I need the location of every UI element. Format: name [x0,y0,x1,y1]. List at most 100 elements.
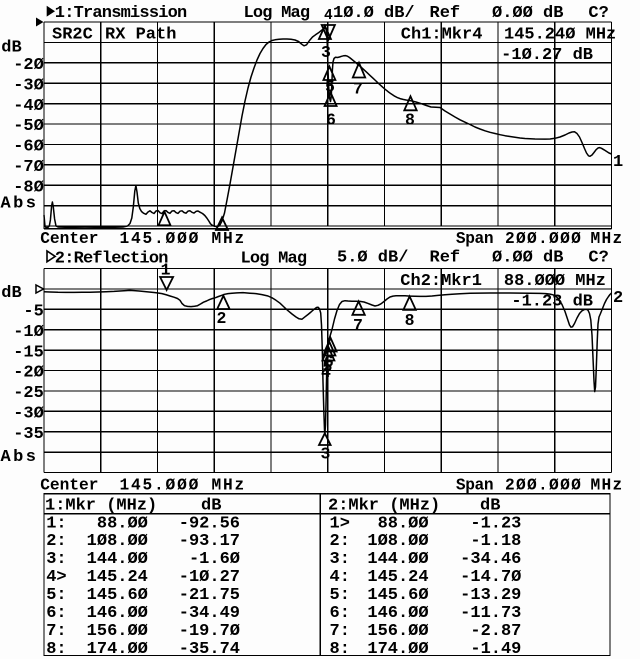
svg-text:-21.75: -21.75 [179,586,240,605]
svg-text:-4Ø: -4Ø [13,97,44,116]
svg-text:6:: 6: [330,604,350,623]
svg-text:8: 8 [405,311,415,330]
svg-text:-25: -25 [13,384,44,403]
svg-text:7: 7 [353,80,363,99]
svg-text:145.ØØØ: 145.ØØØ [120,477,201,495]
svg-text:8:: 8: [330,640,350,659]
svg-text:-8Ø: -8Ø [13,178,44,197]
svg-text:2: 2 [217,309,227,328]
svg-text:-5: -5 [23,303,43,322]
svg-text:-35: -35 [13,425,44,444]
svg-text:-1Ø.27: -1Ø.27 [179,568,240,587]
svg-text:-92.56: -92.56 [179,514,240,533]
svg-text:146.ØØ: 146.ØØ [87,604,148,623]
svg-text:5:: 5: [46,586,66,605]
svg-text:2:Mkr (MHz): 2:Mkr (MHz) [328,497,440,516]
svg-text:156.ØØ: 156.ØØ [87,622,148,641]
svg-text:5.Ø dB/: 5.Ø dB/ [337,248,408,267]
svg-text:Ch2:Mkr1: Ch2:Mkr1 [400,272,482,291]
svg-text:3:: 3: [330,550,350,569]
svg-text:2:: 2: [46,532,66,551]
svg-text:Center: Center [40,477,98,495]
svg-text:SR2C: SR2C [52,25,93,44]
svg-text:-13.29: -13.29 [460,586,521,605]
svg-text:dB: dB [1,39,21,58]
svg-text:Abs: Abs [1,448,39,467]
svg-text:7:: 7: [330,622,350,641]
svg-text:5: 5 [322,358,332,377]
svg-text:4>: 4> [46,568,66,587]
svg-text:4: 4 [321,363,331,382]
svg-text:1: 1 [613,153,623,172]
svg-text:-35.74: -35.74 [179,640,240,659]
svg-text:5: 5 [325,78,335,97]
svg-text:dB: dB [480,497,500,516]
svg-text:1: 1 [161,260,171,279]
svg-text:-14.7Ø: -14.7Ø [460,568,521,587]
svg-text:-2Ø: -2Ø [13,56,44,75]
svg-text:7: 7 [353,316,363,335]
svg-text:C?: C? [588,248,608,267]
svg-text:Log Mag: Log Mag [241,249,307,268]
svg-text:MHz: MHz [212,230,247,248]
svg-text:-3Ø: -3Ø [13,405,44,424]
svg-text:-6Ø: -6Ø [13,138,44,157]
svg-text:144.ØØ: 144.ØØ [367,550,428,569]
svg-text:-1.49: -1.49 [470,640,521,659]
svg-text:88.ØØ: 88.ØØ [97,514,148,533]
svg-text:1Ø8.ØØ: 1Ø8.ØØ [87,532,148,551]
svg-text:1Ø8.ØØ: 1Ø8.ØØ [367,532,428,551]
svg-text:Ø.ØØ dB: Ø.ØØ dB [492,4,563,23]
svg-text:Ch1:Mkr4: Ch1:Mkr4 [401,26,483,45]
svg-text:Span: Span [456,230,493,248]
svg-text:3:: 3: [46,550,66,569]
svg-text:-1Ø.27 dB: -1Ø.27 dB [501,46,593,65]
svg-text:-19.7Ø: -19.7Ø [179,622,240,641]
svg-text:Span: Span [456,477,493,495]
svg-text:145.6Ø: 145.6Ø [87,586,148,605]
svg-text:1:: 1: [46,514,66,533]
svg-text:-34.46: -34.46 [460,550,521,569]
svg-text:-2.87: -2.87 [470,622,521,641]
svg-text:-11.73: -11.73 [460,604,521,623]
svg-text:6: 6 [326,111,336,130]
svg-text:8: 8 [405,110,415,129]
svg-text:Ref: Ref [430,4,461,23]
svg-text:-7Ø: -7Ø [13,158,44,177]
svg-text:156.ØØ: 156.ØØ [367,622,428,641]
svg-text:MHz: MHz [591,230,624,248]
svg-text:-1.18: -1.18 [470,532,521,551]
svg-text:dB: dB [1,284,21,303]
svg-text:-5Ø: -5Ø [13,117,44,136]
svg-text:MHz: MHz [591,477,624,495]
svg-text:1>: 1> [330,514,350,533]
svg-text:Log Mag: Log Mag [244,4,310,23]
svg-text:2ØØ.ØØØ: 2ØØ.ØØØ [505,477,582,495]
svg-text:Abs: Abs [1,194,39,213]
svg-text:-1Ø: -1Ø [13,323,44,342]
svg-text:6: 6 [324,353,334,372]
svg-text:6:: 6: [46,604,66,623]
svg-text:88.ØØ: 88.ØØ [378,514,429,533]
svg-text:Ø.ØØ dB: Ø.ØØ dB [492,248,563,267]
svg-text:1:Transmission: 1:Transmission [55,4,187,23]
svg-text:C?: C? [588,4,608,23]
svg-text:-1.23: -1.23 [470,514,521,533]
svg-text:4:: 4: [330,568,350,587]
svg-text:174.ØØ: 174.ØØ [367,640,428,659]
svg-text:RX Path: RX Path [105,25,176,44]
svg-text:145.6Ø: 145.6Ø [367,586,428,605]
svg-text:-1.23 dB: -1.23 dB [511,293,593,312]
svg-text:2: 2 [613,289,623,308]
svg-text:MHz: MHz [212,477,247,495]
svg-text:7:: 7: [46,622,66,641]
svg-text:5:: 5: [330,586,350,605]
svg-text:-2Ø: -2Ø [13,364,44,383]
svg-text:-15: -15 [13,343,44,362]
svg-text:3: 3 [321,43,331,62]
svg-text:144.ØØ: 144.ØØ [87,550,148,569]
svg-text:145.24Ø MHz: 145.24Ø MHz [504,26,616,45]
svg-text:1:Mkr (MHz): 1:Mkr (MHz) [45,497,157,516]
svg-text:146.ØØ: 146.ØØ [367,604,428,623]
svg-text:145.24: 145.24 [87,568,148,587]
